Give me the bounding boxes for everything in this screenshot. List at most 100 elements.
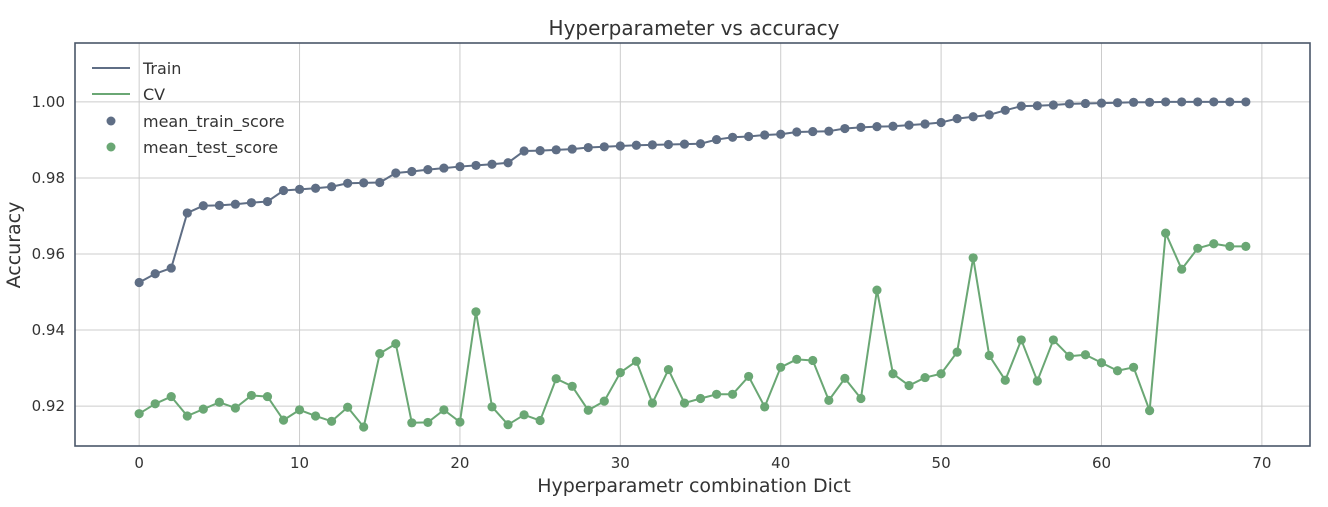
point-cv: [503, 420, 513, 430]
point-cv: [920, 372, 930, 383]
y-tick-label: 0.92: [32, 397, 65, 415]
point-cv: [1209, 239, 1219, 249]
point-train: [423, 165, 433, 175]
point-cv: [968, 253, 978, 263]
point-cv: [1145, 406, 1155, 416]
point-cv: [744, 371, 754, 382]
point-train: [936, 117, 946, 128]
point-train: [583, 142, 593, 153]
point-train: [246, 198, 257, 208]
point-train: [375, 177, 385, 188]
point-cv: [1161, 228, 1171, 238]
point-cv: [359, 422, 369, 432]
point-cv: [1048, 335, 1058, 345]
point-train: [760, 130, 770, 140]
point-train: [535, 145, 545, 156]
point-cv: [455, 417, 465, 427]
point-cv: [695, 393, 706, 404]
point-cv: [150, 399, 160, 409]
point-cv: [407, 418, 417, 428]
point-cv: [728, 389, 738, 399]
x-axis-title: Hyperparametr combination Dict: [537, 475, 851, 497]
point-train: [1128, 97, 1139, 107]
point-train: [1112, 98, 1123, 108]
point-cv: [439, 405, 449, 415]
point-train: [439, 163, 449, 173]
point-train: [1016, 101, 1026, 111]
point-cv: [198, 404, 208, 414]
point-cv: [278, 415, 289, 425]
legend-label-cv: CV: [143, 85, 165, 104]
point-train: [824, 126, 834, 136]
point-train: [968, 112, 978, 122]
point-train: [551, 145, 561, 155]
y-axis-title: Accuracy: [3, 202, 25, 289]
x-tick-label: 50: [932, 454, 951, 472]
point-cv: [856, 393, 866, 404]
point-train: [856, 122, 866, 132]
y-tick-label: 0.98: [32, 169, 65, 187]
series-line-cv: [138, 232, 1246, 428]
point-train: [1241, 97, 1251, 107]
point-cv: [840, 373, 850, 383]
point-train: [1000, 105, 1010, 115]
point-cv: [1177, 264, 1187, 274]
point-train: [711, 134, 722, 145]
point-train: [455, 161, 465, 172]
point-train: [503, 158, 513, 168]
legend-label-train: Train: [142, 59, 181, 78]
point-cv: [134, 409, 144, 419]
point-train: [230, 199, 240, 209]
point-train: [904, 120, 914, 130]
y-tick-label: 0.96: [32, 245, 65, 263]
point-cv: [551, 374, 561, 384]
point-cv: [294, 405, 305, 415]
x-tick-label: 30: [611, 454, 630, 472]
point-train: [567, 144, 577, 154]
point-cv: [471, 307, 481, 317]
point-train: [391, 168, 401, 178]
point-cv: [1241, 241, 1251, 251]
point-train: [1032, 101, 1042, 111]
point-train: [487, 159, 497, 169]
point-cv: [663, 364, 674, 375]
point-train: [840, 123, 850, 134]
plot-area: [74, 42, 1311, 447]
x-tick-label: 70: [1252, 454, 1271, 472]
legend-label-mean-test-score: mean_test_score: [143, 138, 278, 158]
point-train: [471, 160, 481, 171]
point-cv: [487, 402, 497, 412]
point-train: [728, 132, 738, 142]
point-train: [359, 178, 369, 188]
point-cv: [182, 411, 192, 421]
point-train: [744, 131, 754, 142]
point-cv: [808, 355, 818, 366]
point-cv: [952, 347, 962, 357]
point-train: [294, 184, 305, 194]
point-cv: [936, 369, 946, 379]
point-cv: [615, 368, 625, 378]
point-cv: [567, 381, 577, 391]
point-train: [278, 185, 289, 196]
point-train: [952, 114, 962, 124]
point-train: [1064, 99, 1075, 109]
point-cv: [1096, 358, 1107, 368]
point-train: [647, 140, 658, 150]
point-train: [615, 141, 625, 151]
point-train: [984, 110, 994, 120]
series: [134, 97, 1251, 432]
point-cv: [888, 369, 898, 379]
point-train: [1080, 98, 1091, 109]
point-train: [519, 146, 529, 156]
x-axis-ticks: 0 10 20 30 40 50 60 70: [134, 454, 1271, 472]
point-cv: [423, 417, 433, 428]
point-cv: [776, 362, 786, 372]
chart-title: Hyperparameter vs accuracy: [549, 16, 840, 40]
point-cv: [262, 391, 273, 402]
point-cv: [1128, 362, 1139, 372]
point-train: [631, 140, 641, 150]
point-train: [872, 122, 882, 132]
point-cv: [343, 402, 353, 412]
legend: Train CV mean_train_score mean_test_scor…: [92, 59, 285, 158]
